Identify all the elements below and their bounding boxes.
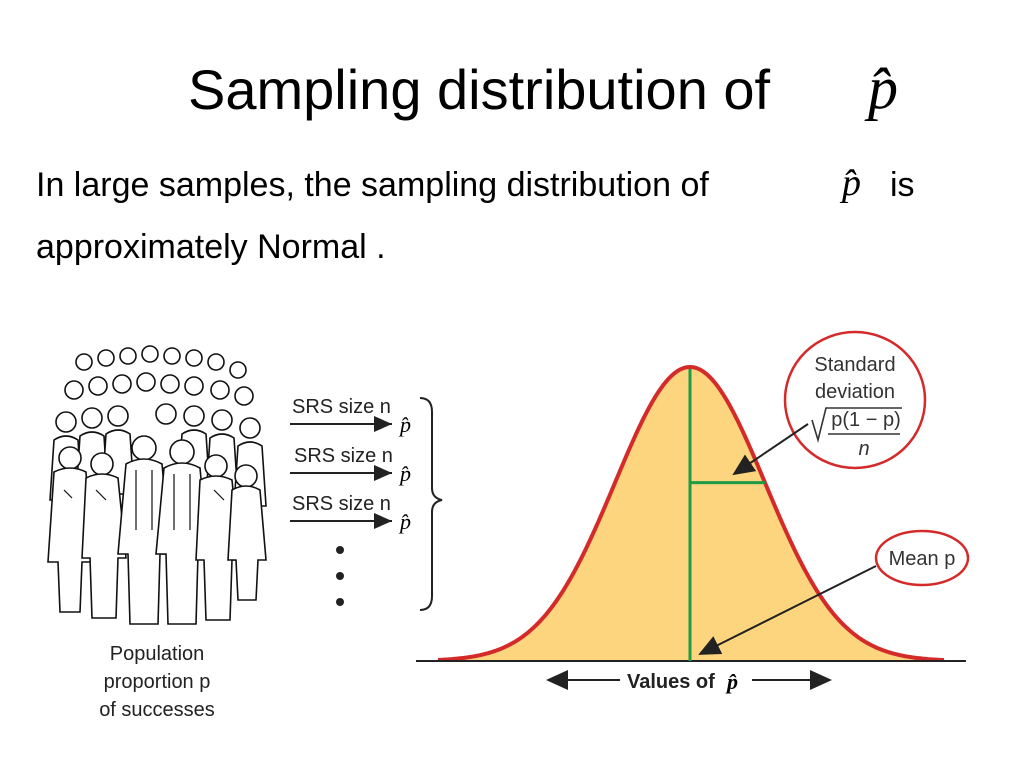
normal-curve-line	[437, 364, 944, 662]
sd-callout-line-2: deviation	[815, 381, 895, 403]
body-p-hat-symbol: p̂	[842, 162, 861, 204]
slide-title: Sampling distribution of	[188, 58, 771, 121]
axis-p-hat-symbol: p̂	[725, 669, 738, 694]
mean-callout-text: Mean p	[889, 548, 956, 570]
body-line-1: In large samples, the sampling distribut…	[36, 166, 709, 204]
sd-pointer-arrow	[732, 423, 809, 476]
population-crowd-illustration	[47, 345, 267, 625]
sd-callout-ring	[783, 330, 927, 470]
srs-sample-1: SRS size n p̂	[290, 396, 411, 437]
axis-label: Values of	[627, 671, 715, 693]
sd-formula-numerator: p(1 − p)	[831, 409, 900, 431]
mean-pointer-arrow	[698, 565, 877, 655]
srs-sample-3: SRS size n p̂	[290, 493, 411, 534]
sd-formula-denominator: n	[858, 438, 869, 460]
population-label-line-2: proportion p	[103, 671, 211, 693]
continuation-dot	[336, 598, 344, 606]
continuation-dot	[336, 572, 344, 580]
sd-callout-line-1: Standard	[814, 354, 895, 376]
srs-label-2: SRS size n	[294, 445, 393, 467]
srs-symbol-2: p̂	[398, 461, 411, 486]
population-label-line-3: of successes	[99, 699, 215, 721]
sqrt-sign	[811, 407, 902, 444]
body-line-2: approximately Normal .	[36, 228, 386, 266]
title-p-hat-symbol: p̂	[868, 55, 898, 121]
srs-label-1: SRS size n	[292, 396, 391, 418]
continuation-dot	[336, 546, 344, 554]
body-line-1-end: is	[890, 166, 915, 204]
srs-label-3: SRS size n	[292, 493, 391, 515]
samples-brace	[419, 397, 443, 611]
population-label-line-1: Population	[109, 643, 205, 665]
mean-callout-ring	[874, 529, 970, 587]
srs-symbol-1: p̂	[398, 412, 411, 437]
srs-symbol-3: p̂	[398, 509, 411, 534]
srs-sample-2: SRS size n p̂	[290, 445, 411, 486]
population-label: Population proportion p of successes	[82, 640, 232, 724]
